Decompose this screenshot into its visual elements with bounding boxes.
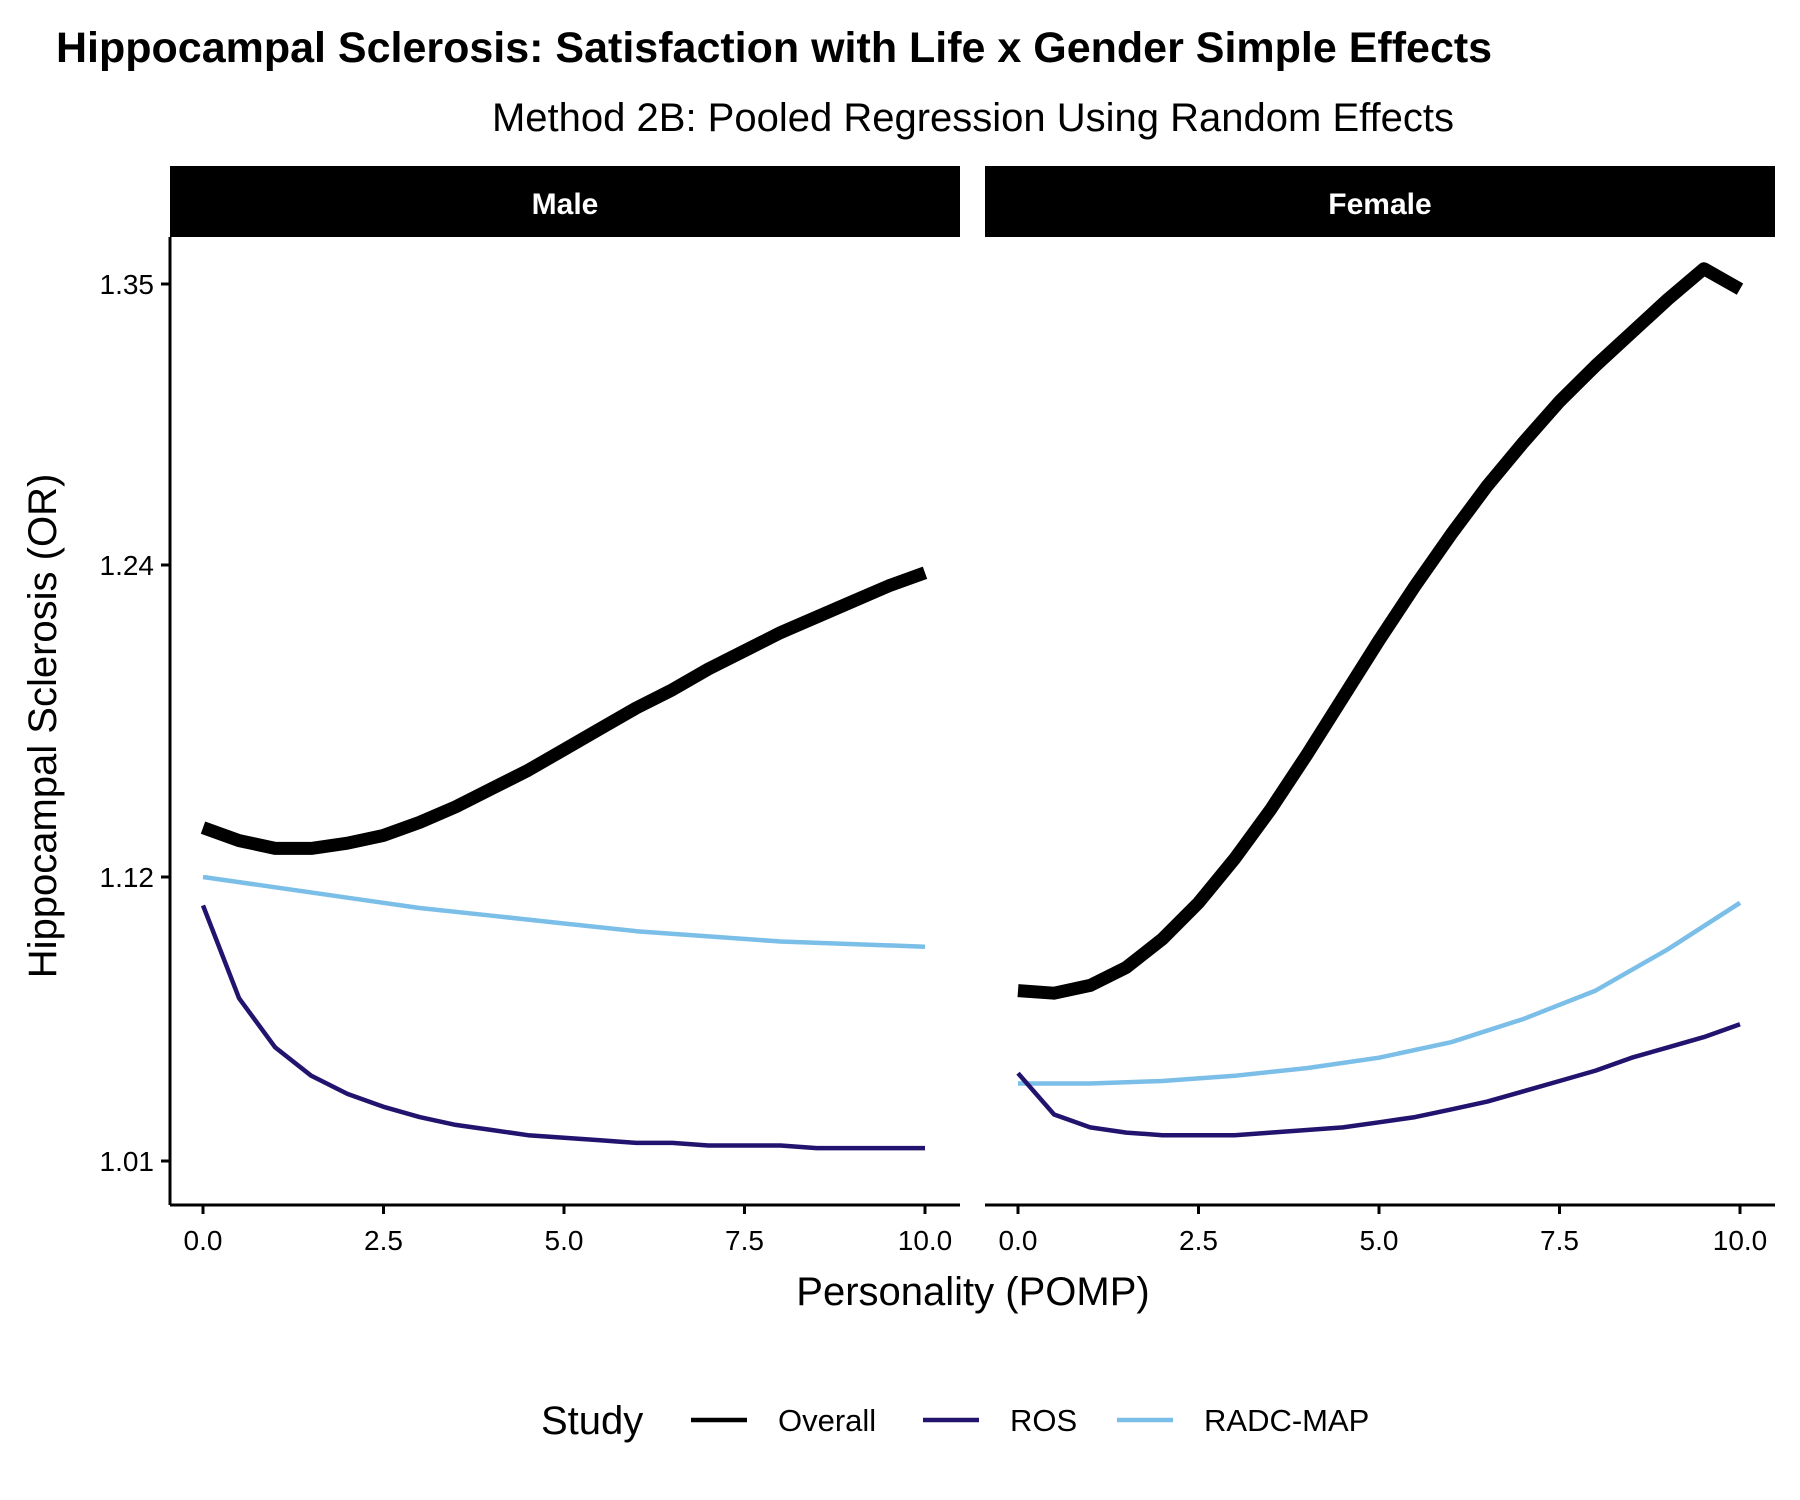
series-line-radc-map: [202, 874, 926, 949]
x-tick-label: 7.5: [1540, 1225, 1579, 1256]
legend: Study Overall ROS RADC-MAP: [541, 1399, 1369, 1443]
y-tick-label: 1.12: [100, 862, 155, 893]
series-line-ros: [1016, 1022, 1741, 1138]
x-tick-label: 10.0: [898, 1225, 953, 1256]
y-tick-label: 1.24: [100, 550, 155, 581]
facet-strip-label: Female: [1328, 188, 1431, 221]
panel-female: Female 0.0 2.5 5.0 7.5 10.0: [985, 166, 1775, 1256]
panel-male: Male 1.01 1.12 1.24 1.35 0.0 2.5 5.0 7.5 10.0: [100, 166, 960, 1256]
chart-title: Hippocampal Sclerosis: Satisfaction with…: [56, 24, 1492, 72]
series-line-overall: [1017, 262, 1744, 1000]
series-line-ros: [200, 904, 925, 1151]
x-axis-title: Personality (POMP): [796, 1270, 1149, 1314]
legend-label-radc-map: RADC-MAP: [1204, 1403, 1369, 1438]
y-axis-title: Hippocampal Sclerosis (OR): [21, 474, 65, 979]
y-tick-label: 1.35: [100, 269, 155, 300]
x-tick-label: 7.5: [725, 1225, 764, 1256]
facet-strip-female: [985, 166, 1775, 237]
y-tick-label: 1.01: [100, 1146, 155, 1177]
x-tick-label: 0.0: [184, 1225, 223, 1256]
facet-strip-male: [170, 166, 960, 237]
series-line-overall: [200, 566, 928, 855]
x-tick-label: 0.0: [999, 1225, 1038, 1256]
series-line-radc-map: [1018, 900, 1742, 1086]
x-tick-label: 2.5: [1179, 1225, 1218, 1256]
x-tick-label: 10.0: [1713, 1225, 1768, 1256]
chart-subtitle: Method 2B: Pooled Regression Using Rando…: [492, 96, 1454, 140]
legend-label-overall: Overall: [778, 1403, 876, 1438]
facet-strip-label: Male: [532, 188, 599, 221]
x-tick-label: 5.0: [545, 1225, 584, 1256]
x-tick-label: 2.5: [364, 1225, 403, 1256]
x-tick-label: 5.0: [1360, 1225, 1399, 1256]
legend-label-ros: ROS: [1010, 1403, 1077, 1438]
legend-title: Study: [541, 1399, 643, 1443]
